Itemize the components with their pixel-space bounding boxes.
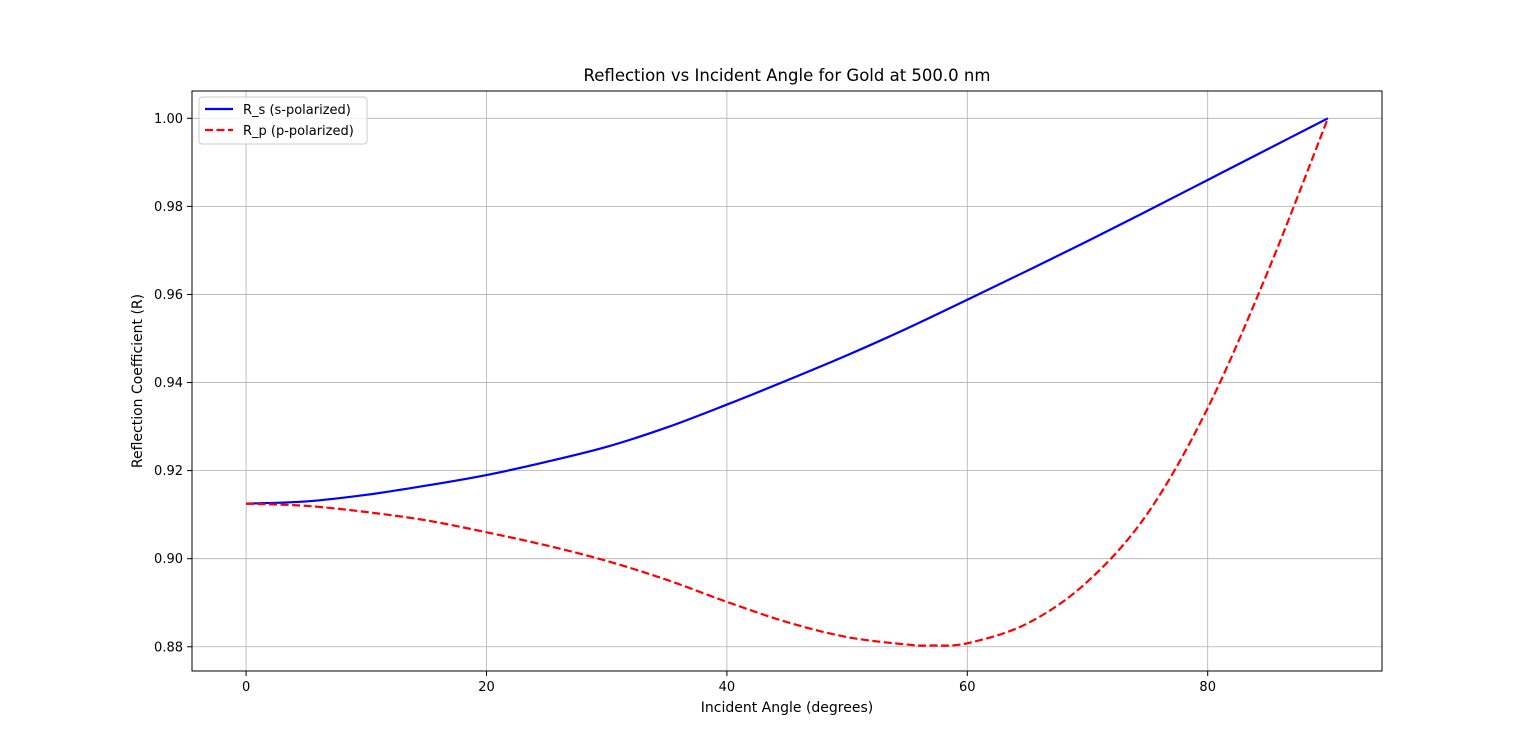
x-tick-label: 0 [242,680,250,695]
y-tick-label: 0.98 [154,200,183,215]
axis-ticks: 0 20 40 60 80 0.88 0.90 0.92 0.94 0.96 0.98 1.00 [154,112,1216,695]
y-tick-label: 0.96 [154,288,183,303]
y-tick-label: 0.90 [154,552,183,567]
x-tick-label: 60 [959,680,976,695]
legend: R_s (s-polarized) R_p (p-polarized) [198,96,368,145]
grid-lines [192,91,1382,671]
legend-label-rs: R_s (s-polarized) [243,103,351,118]
x-tick-label: 40 [719,680,736,695]
y-tick-label: 0.88 [154,640,183,655]
y-tick-label: 1.00 [154,112,183,127]
legend-label-rp: R_p (p-polarized) [243,124,354,139]
x-tick-label: 80 [1199,680,1216,695]
series-line-rp [246,117,1329,647]
y-axis-label: Reflection Coefficient (R) [130,294,146,468]
y-tick-label: 0.92 [154,464,183,479]
chart-title: Reflection vs Incident Angle for Gold at… [584,66,991,85]
x-axis-label: Incident Angle (degrees) [701,700,873,716]
series-line-rs [246,117,1329,505]
legend-box [198,96,368,145]
x-tick-label: 20 [478,680,495,695]
plot-frame [191,90,1383,672]
plot-series [246,117,1329,647]
y-tick-label: 0.94 [154,376,183,391]
